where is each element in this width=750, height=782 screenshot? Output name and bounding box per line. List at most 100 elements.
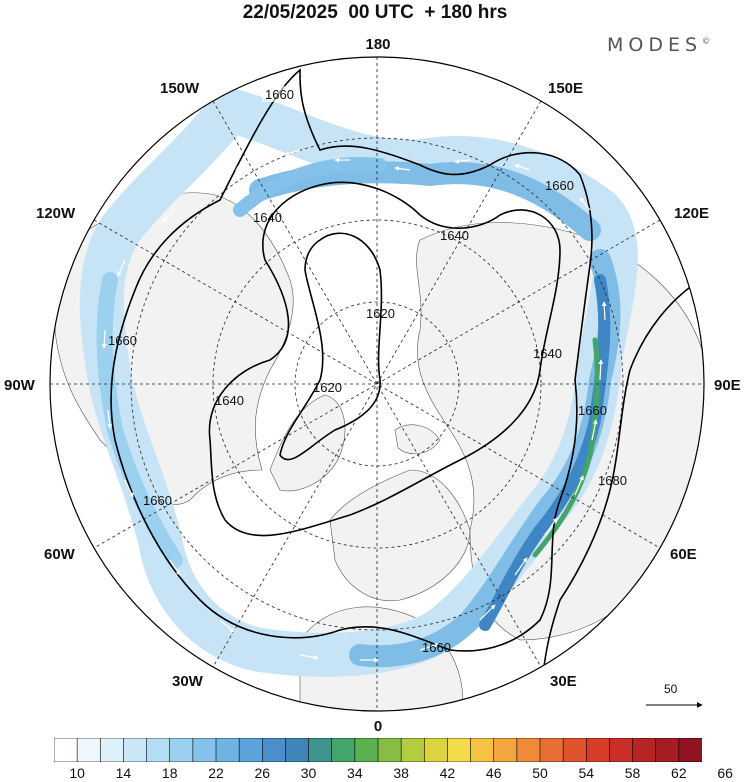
wind-vector <box>235 159 251 171</box>
colorbar-cell <box>493 738 518 762</box>
colorbar-tick-label: 58 <box>624 765 641 781</box>
colorbar-tick-label: 14 <box>115 765 132 781</box>
colorbar-cell <box>146 738 171 762</box>
brand-name: MODES <box>607 34 703 56</box>
colorbar-cell <box>678 738 702 762</box>
lon-label-150e: 150E <box>548 80 583 97</box>
jet-band-west <box>96 272 183 568</box>
colorbar-tick-label: 42 <box>439 765 456 781</box>
wind-vector <box>574 475 584 496</box>
contour-label: 1640 <box>440 228 469 243</box>
colorbar-cell <box>585 738 611 762</box>
contour-label: 1660 <box>545 178 574 193</box>
wind-vector <box>419 642 439 651</box>
colorbar-tick-label: 18 <box>161 765 178 781</box>
colorbar-cell <box>169 738 194 762</box>
contour-1640-1 <box>208 181 561 537</box>
colorbar-tick-label: 66 <box>717 765 733 781</box>
meridian-60 <box>93 219 661 549</box>
map-title: 22/05/2025 00 UTC + 180 hrs <box>242 2 508 23</box>
wind-vector <box>544 517 558 536</box>
contour-label: 1620 <box>366 306 395 321</box>
latitude-circle-70 <box>212 219 542 549</box>
colorbar-cell <box>562 738 587 762</box>
meridian-30 <box>212 100 542 668</box>
contour-label-bg <box>262 86 292 102</box>
wind-vector <box>598 359 604 381</box>
wind-vector <box>107 409 112 429</box>
colorbar-cell <box>331 738 356 762</box>
wind-shading <box>79 88 638 677</box>
colorbar-cell <box>54 738 78 762</box>
height-contours <box>110 68 701 701</box>
greenland-land <box>269 394 346 492</box>
wind-vector <box>117 259 126 277</box>
wind-vector <box>514 163 531 171</box>
lon-label-0: 0 <box>374 718 382 735</box>
colorbar-tick-label: 34 <box>347 765 363 781</box>
wind-vector <box>162 209 176 223</box>
colorbar-cell <box>261 738 287 762</box>
colorbar-tick-label: 50 <box>532 765 548 781</box>
colorbar-cell <box>447 738 472 762</box>
lon-label-90e: 90E <box>714 377 741 394</box>
colorbar-tick-label: 62 <box>671 765 687 781</box>
lon-label-60w: 60W <box>44 546 76 563</box>
colorbar-cell <box>632 738 657 762</box>
colorbar-cell <box>285 738 310 762</box>
wind-vector <box>124 479 134 498</box>
contour-1620-1 <box>279 232 383 461</box>
brand-logo: MODES© <box>607 34 710 56</box>
wind-vector <box>284 149 301 157</box>
map-body: 1660 1640 1640 1660 1620 1640 1660 1620 … <box>50 57 704 711</box>
globe-outline <box>49 56 705 712</box>
contour-label-group: 1660 1640 1640 1660 1620 1640 1660 1620 … <box>108 86 627 655</box>
colorbar-tick-labels: 10141822263034384246505458626670 <box>0 765 750 782</box>
colorbar-tick-label: 46 <box>485 765 502 781</box>
graticule <box>50 57 704 711</box>
colorbar-tick-label: 26 <box>254 765 271 781</box>
contour-label: 1680 <box>598 473 627 488</box>
wind-vector <box>101 329 107 349</box>
colorbar-cell <box>215 738 240 762</box>
colorbar-cell <box>99 738 125 762</box>
contour-label: 1620 <box>313 380 342 395</box>
jet-band-north <box>233 157 387 217</box>
contour-label: 1640 <box>253 210 282 225</box>
wind-vector <box>479 604 496 621</box>
contour-label: 1660 <box>422 640 451 655</box>
copyright-mark: © <box>702 36 711 46</box>
colorbar-tick-label: 10 <box>69 765 85 781</box>
colorbar-cell <box>377 738 402 762</box>
colorbar-cell <box>655 738 680 762</box>
wind-vector <box>601 301 607 321</box>
lon-label-180: 180 <box>365 36 390 53</box>
wind-vector <box>591 419 598 441</box>
colorbar-cell <box>76 738 101 762</box>
contour-1680-1 <box>539 279 701 701</box>
contour-label: 1640 <box>215 393 244 408</box>
wind-vector <box>514 557 528 576</box>
colorbar-cell <box>516 738 541 762</box>
colorbar-cell <box>539 738 564 762</box>
meridian-150 <box>212 100 542 668</box>
contour-1660-1 <box>110 68 593 652</box>
jet-band-dark <box>479 274 611 631</box>
polar-map: 1660 1640 1640 1660 1620 1640 1660 1620 … <box>4 36 741 735</box>
lon-label-120e: 120E <box>674 205 709 222</box>
colorbar-cell <box>609 738 634 762</box>
colorbar <box>54 738 702 762</box>
contour-label: 1660 <box>143 493 172 508</box>
colorbar-cell <box>123 738 148 762</box>
reference-vector-label: 50 <box>664 682 678 696</box>
colorbar-tick-label: 30 <box>300 765 317 781</box>
contour-label: 1660 <box>578 403 607 418</box>
wind-vector <box>219 619 235 633</box>
contour-label: 1660 <box>108 333 137 348</box>
colorbar-cell <box>400 738 425 762</box>
wind-vectors <box>101 149 607 663</box>
colorbar-tick-label: 38 <box>393 765 409 781</box>
colorbar-cell <box>470 738 495 762</box>
wind-vector <box>579 197 591 211</box>
lon-label-120w: 120W <box>36 205 76 222</box>
